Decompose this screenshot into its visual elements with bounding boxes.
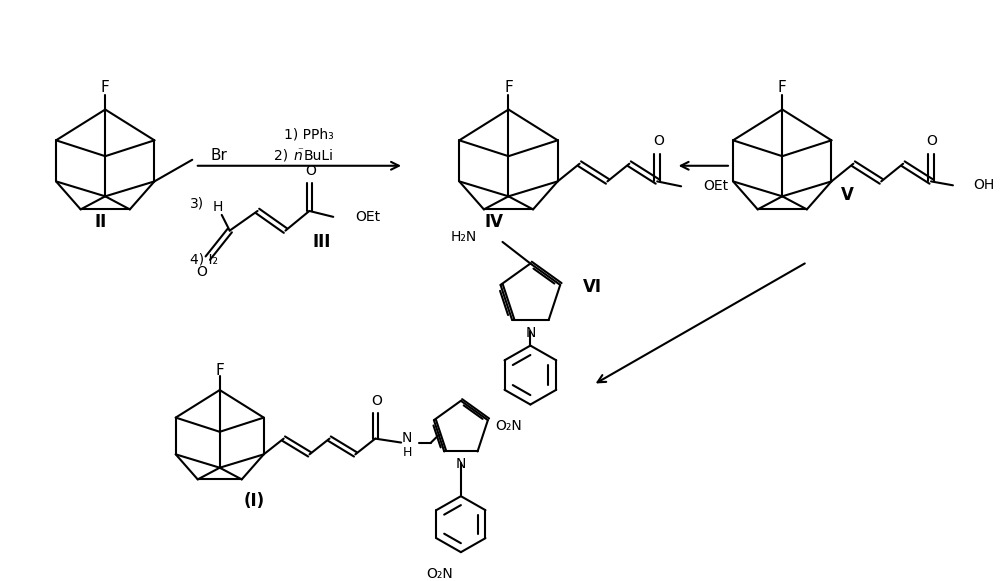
- Text: O₂N: O₂N: [426, 567, 453, 581]
- Text: H: H: [213, 200, 223, 214]
- Text: 3): 3): [190, 196, 204, 210]
- Text: 1) PPh₃: 1) PPh₃: [284, 127, 334, 141]
- Text: 4) I₂: 4) I₂: [190, 252, 218, 266]
- Text: BuLi: BuLi: [303, 149, 333, 163]
- Text: ⁻: ⁻: [297, 146, 303, 156]
- Text: O: O: [196, 265, 207, 279]
- Text: OEt: OEt: [703, 180, 728, 193]
- Text: V: V: [841, 187, 853, 205]
- Text: Br: Br: [210, 148, 227, 163]
- Text: OEt: OEt: [355, 210, 380, 224]
- Text: H₂N: H₂N: [450, 230, 477, 244]
- Text: N: N: [402, 431, 412, 444]
- Text: F: F: [101, 80, 110, 95]
- Text: O: O: [371, 394, 382, 408]
- Text: IV: IV: [484, 213, 503, 231]
- Text: F: F: [215, 363, 224, 378]
- Text: N: N: [456, 457, 466, 471]
- Text: H: H: [402, 446, 412, 459]
- Text: VI: VI: [583, 278, 602, 296]
- Text: (I): (I): [244, 492, 265, 510]
- Text: O₂N: O₂N: [496, 419, 522, 433]
- Text: II: II: [94, 213, 106, 231]
- Text: OH: OH: [973, 178, 994, 192]
- Text: III: III: [312, 234, 330, 252]
- Text: 2): 2): [274, 149, 293, 163]
- Text: N: N: [525, 326, 536, 340]
- Text: O: O: [927, 134, 937, 148]
- Text: n: n: [293, 149, 302, 163]
- Text: O: O: [305, 164, 316, 178]
- Text: F: F: [504, 80, 513, 95]
- Text: F: F: [778, 80, 787, 95]
- Text: O: O: [653, 134, 664, 148]
